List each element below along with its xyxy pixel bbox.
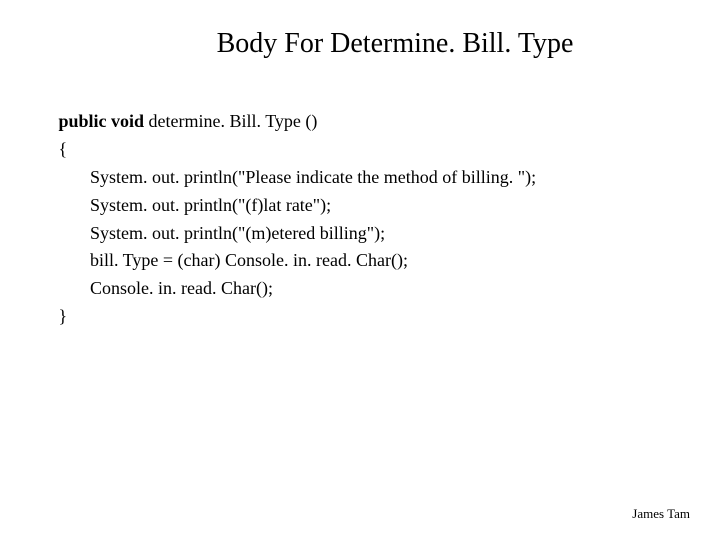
- code-line-7: Console. in. read. Char();: [54, 275, 670, 303]
- code-line-1: public void determine. Bill. Type (): [54, 108, 670, 136]
- keyword-public-void: public void: [54, 111, 144, 131]
- code-line-6: bill. Type = (char) Console. in. read. C…: [54, 247, 670, 275]
- code-line-3: System. out. println("Please indicate th…: [54, 164, 670, 192]
- code-line-4: System. out. println("(f)lat rate");: [54, 192, 670, 220]
- code-block: public void determine. Bill. Type () { S…: [50, 108, 670, 331]
- footer-author: James Tam: [632, 506, 690, 522]
- code-line-2: {: [54, 136, 670, 164]
- code-line-8: }: [54, 303, 670, 331]
- method-signature: determine. Bill. Type (): [144, 111, 317, 131]
- slide-title: Body For Determine. Bill. Type: [50, 28, 670, 60]
- slide-container: Body For Determine. Bill. Type public vo…: [0, 0, 720, 540]
- code-line-5: System. out. println("(m)etered billing"…: [54, 220, 670, 248]
